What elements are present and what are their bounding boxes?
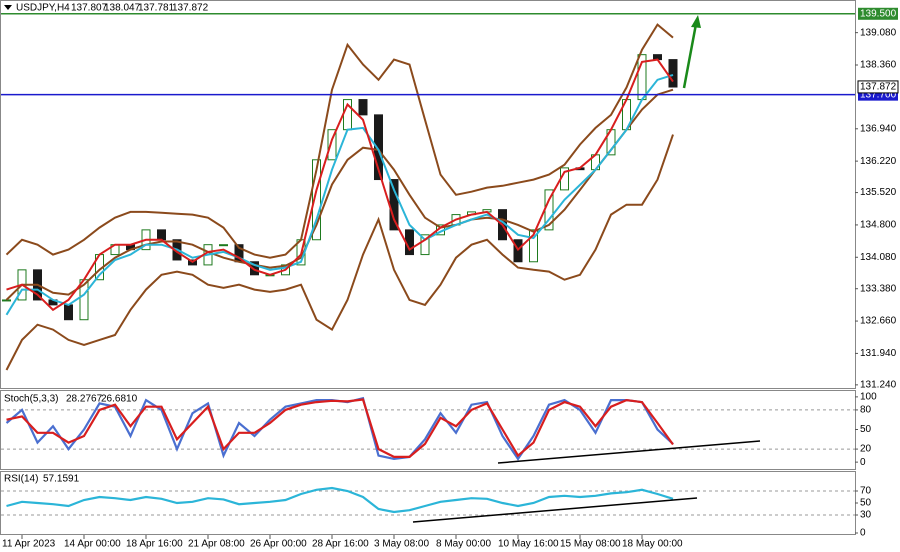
rsi-value: 57.1591: [43, 474, 80, 485]
y-tick-label: 134.080: [860, 252, 897, 263]
indicator-line: [6, 398, 674, 458]
price-tag-label: 137.700: [860, 89, 897, 100]
y-tick-label: 131.940: [860, 348, 897, 359]
candle: [374, 114, 383, 181]
candle: [64, 304, 73, 321]
current-price-label: 137.872: [860, 82, 897, 93]
y-tick-label: 80: [860, 405, 872, 416]
y-tick-label: 50: [860, 424, 872, 435]
candle: [327, 129, 337, 161]
y-tick-label: 138.360: [860, 60, 897, 71]
stoch-k: 28.2767: [66, 394, 103, 405]
indicator-line: [5, 88, 674, 301]
plot-layer: 139.080 138.360 136.940 136.220 135.520 134.8…: [1, 7, 899, 550]
y-tick-label: 136.220: [860, 156, 897, 167]
menu-triangle[interactable]: [4, 5, 12, 10]
indicator-line: [6, 58, 674, 312]
y-tick-label: 134.800: [860, 220, 897, 231]
x-tick-label: 8 May 00:00: [436, 539, 491, 550]
candle: [157, 229, 166, 241]
candle: [668, 59, 678, 88]
x-tick-label: 10 May 16:00: [498, 539, 559, 550]
y-tick-label: 131.240: [860, 379, 897, 390]
y-tick-label: 0: [860, 457, 866, 468]
indicator-line: [6, 486, 674, 514]
high: 138.047: [104, 3, 141, 14]
open: 137.807: [71, 3, 108, 14]
candle: [250, 261, 259, 276]
arrow-head: [691, 15, 701, 28]
y-tick-label: 20: [860, 444, 872, 455]
y-tick-label: 70: [860, 486, 872, 497]
x-tick-label: 26 Apr 00:00: [250, 539, 307, 550]
rsi-trendline: [412, 497, 698, 523]
y-tick-label: 139.080: [860, 27, 897, 38]
candle: [2, 299, 11, 302]
y-tick-label: 133.380: [860, 283, 897, 294]
x-tick-label: 14 Apr 00:00: [64, 539, 121, 550]
price-tag-label: 139.500: [860, 8, 897, 19]
x-tick-label: 18 May 00:00: [622, 539, 683, 550]
rsi-title: RSI(14): [4, 474, 38, 485]
price-tag: [858, 7, 898, 20]
stoch-d: 26.6810: [101, 394, 138, 405]
candle: [529, 229, 538, 263]
stoch-title: Stoch(5,3,3): [4, 394, 58, 405]
x-tick-label: 21 Apr 08:00: [188, 539, 245, 550]
indicator-line: [5, 134, 674, 371]
stoch-trendline: [497, 440, 761, 464]
x-tick-label: 11 Apr 2023: [2, 539, 56, 550]
close: 137.872: [172, 3, 209, 14]
annotations: [412, 15, 761, 523]
candle: [312, 159, 321, 241]
x-tick-label: 28 Apr 16:00: [312, 539, 369, 550]
x-tick-label: 18 Apr 16:00: [126, 539, 183, 550]
y-tick-label: 0: [860, 528, 866, 539]
symbol-title: USDJPY,H4: [16, 3, 70, 14]
low: 137.781: [138, 3, 175, 14]
candle: [420, 234, 430, 256]
y-tick-label: 30: [860, 510, 872, 521]
y-tick-label: 135.520: [860, 187, 897, 198]
up-arrow: [682, 23, 698, 89]
x-tick-label: 3 May 08:00: [374, 539, 429, 550]
x-tick-label: 15 May 08:00: [560, 539, 621, 550]
y-tick-label: 132.660: [860, 316, 897, 327]
y-tick-label: 50: [860, 498, 872, 509]
indicator-line: [5, 23, 674, 259]
current-price-tag: [857, 80, 899, 94]
y-tick-label: 136.940: [860, 123, 897, 134]
y-tick-label: 100: [860, 392, 877, 403]
candle: [219, 244, 228, 247]
main-panel: [0, 0, 856, 389]
candle: [358, 99, 368, 116]
indicator-line: [5, 73, 674, 316]
candle: [389, 179, 399, 231]
